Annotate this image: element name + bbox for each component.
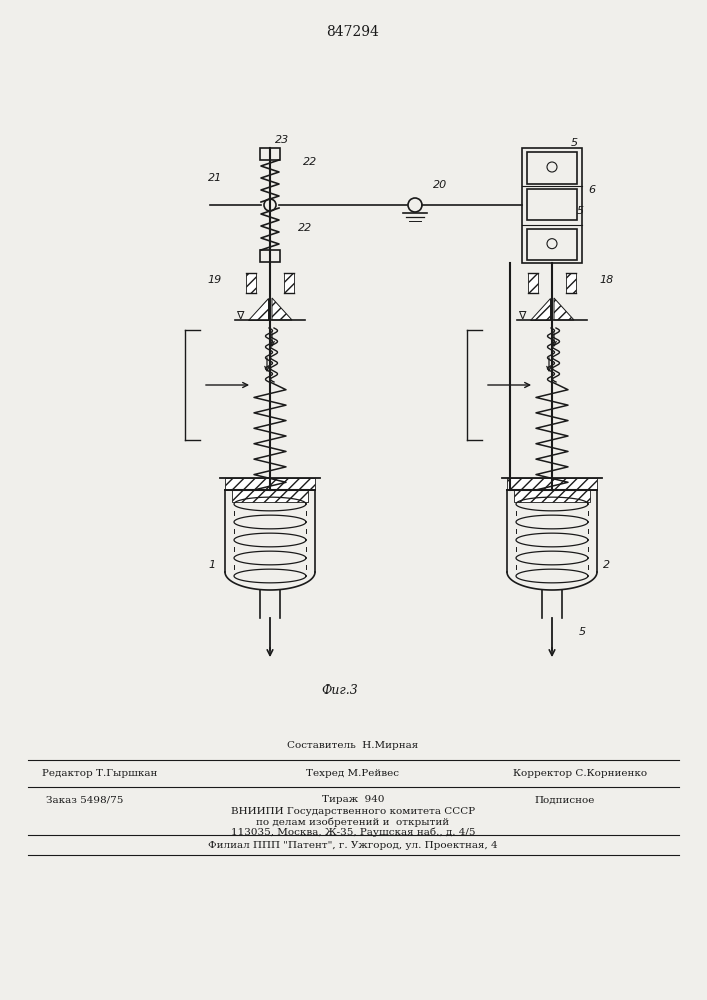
Bar bbox=[507, 478, 597, 490]
Text: 5: 5 bbox=[578, 627, 585, 637]
Text: 18: 18 bbox=[600, 275, 614, 285]
Text: Корректор С.Корниенко: Корректор С.Корниенко bbox=[513, 770, 647, 778]
Bar bbox=[566, 273, 576, 293]
Text: Редактор Т.Гыршкан: Редактор Т.Гыршкан bbox=[42, 770, 158, 778]
Text: 22: 22 bbox=[298, 223, 312, 233]
Text: ∇: ∇ bbox=[518, 311, 526, 321]
Text: 2: 2 bbox=[604, 560, 611, 570]
Text: 847294: 847294 bbox=[327, 25, 380, 39]
Bar bbox=[514, 490, 590, 502]
Bar bbox=[527, 229, 577, 260]
Text: 113035, Москва, Ж-35, Раушская наб., д. 4/5: 113035, Москва, Ж-35, Раушская наб., д. … bbox=[230, 827, 475, 837]
Text: по делам изобретений и  открытий: по делам изобретений и открытий bbox=[257, 817, 450, 827]
Text: Составитель  Н.Мирная: Составитель Н.Мирная bbox=[287, 742, 419, 750]
Bar bbox=[260, 250, 280, 262]
Bar bbox=[284, 273, 294, 293]
Text: 5: 5 bbox=[571, 138, 578, 148]
Text: 20: 20 bbox=[433, 180, 447, 190]
Polygon shape bbox=[272, 298, 292, 320]
Text: Заказ 5498/75: Заказ 5498/75 bbox=[47, 796, 124, 804]
Text: ∇: ∇ bbox=[236, 311, 244, 321]
Text: Тираж  940: Тираж 940 bbox=[322, 796, 384, 804]
Bar bbox=[522, 148, 582, 263]
Text: 22: 22 bbox=[303, 157, 317, 167]
Polygon shape bbox=[554, 298, 574, 320]
Text: 23: 23 bbox=[275, 135, 289, 145]
Text: 1: 1 bbox=[209, 560, 216, 570]
Bar bbox=[528, 273, 538, 293]
Polygon shape bbox=[530, 298, 550, 320]
Bar bbox=[246, 273, 256, 293]
Text: 6: 6 bbox=[588, 185, 595, 195]
Bar bbox=[527, 189, 577, 220]
Text: 5: 5 bbox=[576, 206, 583, 216]
Text: 19: 19 bbox=[208, 275, 222, 285]
Text: Техред М.Рейвес: Техред М.Рейвес bbox=[307, 770, 399, 778]
Bar bbox=[225, 478, 315, 490]
Bar bbox=[232, 490, 308, 502]
Polygon shape bbox=[248, 298, 268, 320]
Bar bbox=[260, 148, 280, 160]
Text: 21: 21 bbox=[208, 173, 222, 183]
Text: ВНИИПИ Государственного комитета СССР: ВНИИПИ Государственного комитета СССР bbox=[231, 808, 475, 816]
Text: Фиг.3: Фиг.3 bbox=[322, 684, 358, 696]
Bar bbox=[527, 152, 577, 184]
Text: Филиал ППП "Патент", г. Ужгород, ул. Проектная, 4: Филиал ППП "Патент", г. Ужгород, ул. Про… bbox=[208, 840, 498, 850]
Text: Подписное: Подписное bbox=[534, 796, 595, 804]
